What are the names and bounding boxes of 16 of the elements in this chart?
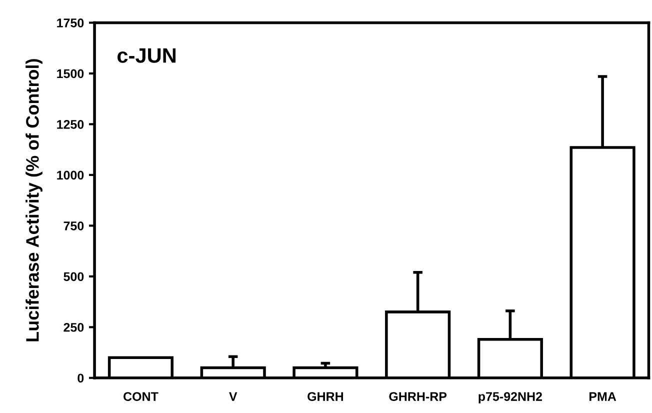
y-tick-label: 250 xyxy=(64,322,84,332)
y-tick-label: 750 xyxy=(64,221,84,230)
y-tick-label: 1000 xyxy=(57,170,84,180)
y-tick-label: 1250 xyxy=(57,120,84,129)
y-axis-title: Luciferase Activity (% of Control) xyxy=(26,59,42,342)
x-tick-label: CONT xyxy=(124,392,158,401)
y-tick-label: 500 xyxy=(64,272,84,282)
x-tick-label: p75-92NH2 xyxy=(478,392,542,404)
x-tick-label: V xyxy=(229,392,238,401)
x-tick-label: GHRH-RP xyxy=(389,392,447,401)
text: c-JUN xyxy=(118,48,176,63)
y-tick-label: 1500 xyxy=(57,69,84,78)
y-tick-label: 1750 xyxy=(57,18,84,28)
x-tick-label: PMA xyxy=(590,392,616,401)
x-tick-label: GHRH xyxy=(308,392,344,401)
y-tick-label: 0 xyxy=(78,374,84,383)
